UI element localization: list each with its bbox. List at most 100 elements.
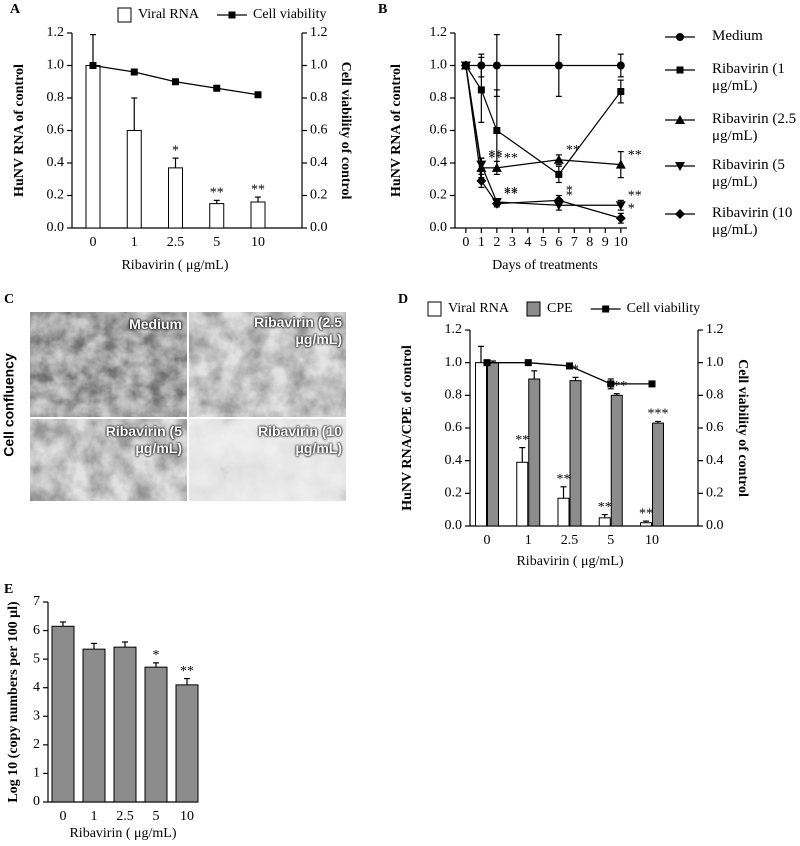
y-tick-label: 0.8	[445, 388, 463, 403]
y2-tick-label: 0.2	[706, 486, 724, 501]
image-label: Medium	[129, 316, 182, 332]
y-tick-label: 5	[33, 651, 40, 666]
y-tick-label: 0.6	[430, 123, 448, 138]
significance-label: **	[180, 664, 194, 679]
bar	[144, 666, 168, 803]
x-tick-label: 5	[540, 235, 547, 250]
x-tick-label: 1	[131, 235, 138, 250]
legend-label: Ribavirin (5 μg/mL)	[712, 157, 785, 190]
y-tick-label: 1.2	[445, 322, 463, 337]
y2-tick-label: 0.0	[706, 518, 724, 533]
significance-label: **	[504, 151, 518, 166]
bar	[487, 362, 499, 527]
significance-label: **	[504, 185, 518, 200]
bar	[209, 203, 225, 229]
y2-axis-label: Cell viability of control	[338, 62, 353, 200]
x-tick-label: 2.5	[116, 809, 134, 824]
y-tick-label: 0.0	[430, 220, 448, 235]
significance-label: **	[628, 148, 642, 163]
marker	[130, 68, 138, 76]
y-tick-label: 3	[33, 709, 40, 724]
image-label: Ribavirin (2.5 μg/mL)	[254, 314, 342, 347]
x-tick-label: 1	[478, 235, 485, 250]
marker	[172, 78, 179, 86]
marker	[213, 84, 221, 92]
x-axis-label: Days of treatments	[492, 258, 598, 273]
micrograph	[30, 419, 187, 501]
y-tick-label: 0.2	[445, 486, 463, 501]
bar	[126, 130, 142, 229]
significance-label: **	[566, 143, 580, 158]
significance-label: **	[557, 472, 571, 487]
marker	[493, 127, 501, 134]
bar	[475, 362, 487, 527]
marker	[615, 213, 626, 224]
marker	[555, 170, 563, 178]
x-tick-label: 10	[614, 235, 628, 250]
y-tick-label: 0.4	[445, 453, 463, 468]
significance-label: *	[566, 188, 573, 203]
significance-label: **	[251, 182, 265, 197]
y-tick-label: 2	[33, 737, 40, 752]
bar	[51, 625, 75, 803]
significance-label: **	[210, 186, 224, 201]
marker	[607, 380, 615, 388]
y-tick-label: 4	[33, 680, 40, 695]
y-tick-label: 0.4	[430, 155, 448, 170]
significance-label: ***	[648, 407, 669, 422]
y2-tick-label: 0.6	[706, 420, 724, 435]
marker	[254, 91, 262, 99]
marker	[617, 88, 625, 95]
x-tick-label: 1	[91, 809, 98, 824]
x-tick-label: 4	[524, 235, 531, 250]
x-tick-label: 5	[213, 235, 220, 250]
y-tick-label: 0.0	[445, 518, 463, 533]
x-axis-label: Ribavirin ( μg/mL)	[69, 826, 176, 841]
significance-label: *	[566, 184, 573, 199]
x-tick-label: 6	[555, 235, 562, 250]
x-tick-label: 0	[90, 235, 97, 250]
y-axis-label: HuNV RNA of control	[12, 64, 27, 197]
bar	[168, 167, 183, 229]
marker	[566, 362, 573, 370]
y-tick-label: 1.0	[445, 355, 463, 370]
y2-axis-label: Cell viability of control	[735, 359, 750, 497]
y-tick-label: 0.2	[47, 188, 65, 203]
y2-tick-label: 0.8	[706, 388, 724, 403]
legend-marker	[676, 66, 684, 74]
marker	[648, 380, 656, 388]
marker	[483, 359, 491, 367]
y-tick-label: 1.2	[47, 25, 65, 40]
x-tick-label: 10	[180, 809, 194, 824]
x-tick-label: 2	[493, 235, 500, 250]
significance-label: *	[572, 363, 579, 378]
legend-marker	[676, 33, 684, 41]
legend-label: Viral RNA	[448, 301, 510, 316]
x-axis-label: Ribavirin ( μg/mL)	[121, 258, 228, 273]
significance-label: **	[488, 151, 502, 166]
y-tick-label: 0.8	[47, 90, 65, 105]
marker	[615, 201, 626, 211]
bar	[528, 378, 541, 527]
y-tick-label: 0.6	[445, 420, 463, 435]
legend-swatch	[526, 301, 541, 317]
significance-label: **	[598, 500, 612, 515]
y2-tick-label: 0.4	[706, 453, 724, 468]
marker	[616, 61, 625, 70]
image-label: Ribavirin (5 μg/mL)	[105, 423, 182, 456]
panel-letter: A	[10, 2, 21, 17]
micrograph	[189, 419, 346, 501]
y-tick-label: 0.4	[47, 155, 65, 170]
y2-tick-label: 1.0	[310, 58, 328, 73]
y-tick-label: 1	[33, 766, 40, 781]
y-tick-label: 1.0	[430, 58, 448, 73]
x-tick-label: 0	[60, 809, 67, 824]
significance-label: **	[515, 433, 529, 448]
significance-label: *	[628, 201, 635, 216]
y-tick-label: 0	[33, 794, 40, 809]
marker	[477, 86, 485, 94]
y2-tick-label: 1.2	[706, 322, 724, 337]
legend-label: Cell viability	[253, 7, 327, 22]
x-tick-label: 3	[509, 235, 516, 250]
